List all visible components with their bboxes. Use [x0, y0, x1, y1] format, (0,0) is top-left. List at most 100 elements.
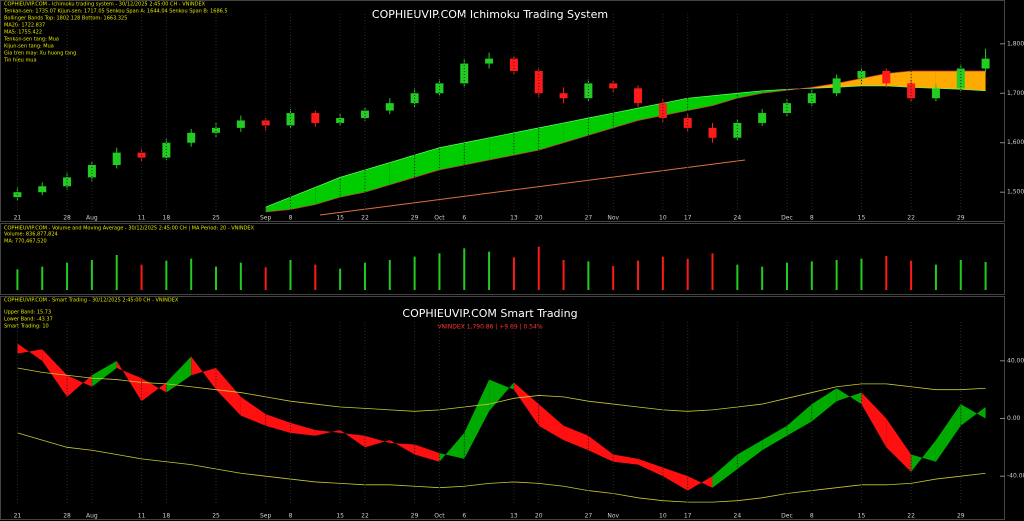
ichimoku-cloud	[737, 90, 763, 99]
candle-body	[956, 68, 965, 89]
x-tick-label: 10	[659, 513, 667, 520]
volume-bar	[264, 267, 267, 290]
ribbon-segment	[886, 418, 912, 472]
x-tick-label: 29	[411, 513, 419, 520]
x-tick-label: 27	[585, 215, 593, 222]
ribbon-segment	[265, 414, 291, 433]
volume-bar	[289, 260, 292, 290]
candle-body	[882, 71, 891, 84]
volume-bar	[885, 256, 888, 290]
legend-line: Gia tren may: Xu huong tang	[4, 51, 76, 57]
ribbon-segment	[216, 368, 241, 416]
panel-header: COPHIEUVIP.COM - Ichimoku trading system…	[4, 2, 206, 8]
x-tick-label: 8	[810, 513, 814, 520]
ribbon-segment	[191, 356, 217, 390]
volume-bar	[388, 260, 391, 290]
x-tick-label: 13	[510, 513, 518, 520]
x-tick-label: Dec	[781, 215, 793, 222]
volume-bar	[587, 261, 590, 290]
x-tick-label: 8	[289, 513, 293, 520]
legend-line: MA5: 1755.422	[4, 30, 42, 36]
y-tick-label: 0.00	[1007, 415, 1021, 422]
ichimoku-cloud	[935, 71, 961, 90]
volume-bar	[363, 262, 366, 290]
y-tick-label: -40.00	[1007, 473, 1024, 480]
candle-body	[212, 127, 221, 133]
x-tick-label: 27	[585, 513, 593, 520]
volume-bar	[463, 248, 466, 290]
volume-bar	[314, 264, 317, 290]
ribbon-segment	[861, 392, 887, 448]
x-tick-label: 29	[957, 513, 965, 520]
panel-frame	[0, 296, 1005, 520]
volume-bar	[785, 262, 788, 290]
y-tick-label: 1,700.00	[1007, 90, 1024, 97]
candle-body	[534, 71, 543, 94]
candle-body	[782, 103, 791, 114]
volume-bar	[16, 269, 19, 290]
y-tick-label: 40.00	[1007, 357, 1024, 364]
x-tick-label: 22	[361, 513, 369, 520]
ichimoku-cloud	[489, 132, 514, 161]
legend-line: MA20: 1722.837	[4, 23, 45, 29]
x-tick-label: 28	[63, 513, 71, 520]
ichimoku-cloud	[414, 147, 440, 178]
ribbon-segment	[364, 435, 390, 448]
volume-bar	[488, 251, 491, 290]
panel-frame	[0, 0, 1005, 222]
legend-line: Volume: 836,877,824	[4, 232, 58, 238]
candle-body	[733, 122, 742, 138]
ribbon-segment	[786, 404, 812, 436]
volume-bar	[736, 264, 739, 290]
ribbon-segment	[836, 388, 862, 405]
volume-bar	[984, 262, 987, 290]
x-tick-label: 11	[138, 215, 146, 222]
ribbon-segment	[960, 404, 986, 426]
x-tick-label: Oct	[434, 513, 445, 520]
x-tick-label: Sep	[260, 215, 272, 222]
volume-bar	[413, 256, 416, 290]
candle-body	[559, 93, 568, 99]
ribbon-segment	[414, 444, 440, 462]
cloud-edge	[265, 70, 986, 213]
volume-bar	[512, 257, 515, 290]
candle-body	[63, 177, 72, 187]
ribbon-segment	[439, 432, 465, 462]
candle-body	[460, 63, 469, 84]
x-tick-label: 22	[907, 513, 915, 520]
chart-subtitle: VNINDEX 1,790.86 | +9.69 | 0.54%	[437, 324, 542, 331]
candle-body	[385, 103, 394, 111]
volume-bar	[90, 260, 93, 290]
ichimoku-cloud	[960, 71, 986, 91]
ichimoku-cloud	[836, 78, 862, 88]
ribbon-segment	[17, 343, 43, 361]
ribbon-segment	[538, 404, 564, 441]
volume-bar	[562, 260, 565, 290]
x-tick-label: 6	[462, 513, 466, 520]
x-tick-label: Nov	[607, 215, 619, 222]
candle-body	[112, 152, 121, 165]
x-tick-label: 15	[336, 513, 344, 520]
ribbon-segment	[687, 476, 713, 491]
panel-frame	[0, 223, 1005, 295]
x-tick-label: 24	[734, 215, 742, 222]
ichimoku-cloud	[886, 71, 912, 88]
ichimoku-cloud	[265, 197, 291, 212]
x-tick-label: 15	[336, 215, 344, 222]
x-tick-label: 22	[361, 215, 369, 222]
ichimoku-cloud	[563, 118, 589, 143]
x-tick-label: 29	[411, 215, 419, 222]
ichimoku-cloud	[464, 137, 490, 165]
ichimoku-cloud	[662, 98, 688, 116]
volume-bar	[66, 262, 69, 290]
candle-body	[162, 142, 171, 158]
volume-bar	[686, 258, 689, 290]
x-tick-label: 22	[907, 215, 915, 222]
candle-body	[435, 83, 444, 94]
ribbon-segment	[464, 379, 490, 459]
ichimoku-cloud	[538, 122, 564, 151]
candle-body	[907, 83, 916, 99]
ribbon-segment	[290, 422, 316, 436]
x-tick-label: 6	[462, 215, 466, 222]
